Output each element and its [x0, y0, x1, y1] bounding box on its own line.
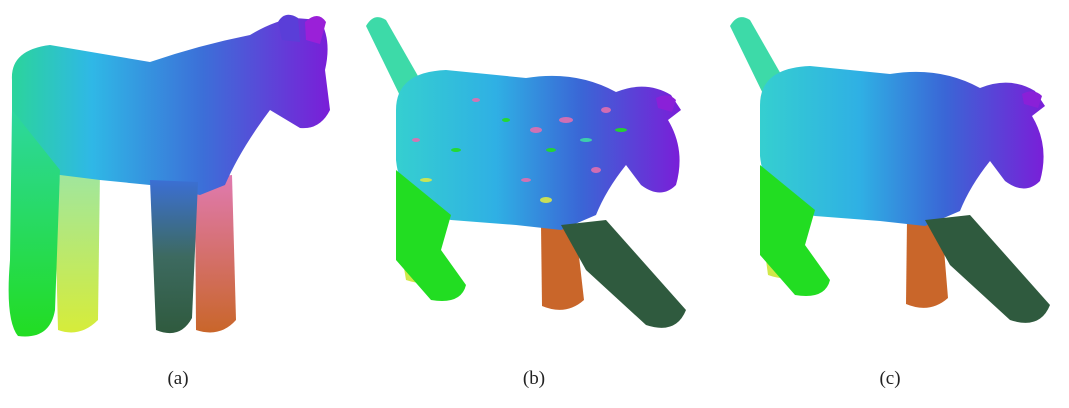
caption-b: (b): [522, 368, 546, 389]
leg-hind-front: [8, 110, 61, 337]
ear: [1022, 91, 1042, 108]
panel-b: (b): [356, 0, 712, 408]
leg-front-front: [561, 220, 686, 328]
ear: [278, 14, 300, 42]
horse-figure-c: [730, 17, 1050, 323]
ear: [305, 16, 326, 44]
texture-artifacts: [412, 98, 627, 203]
leg-hind-front: [396, 170, 466, 301]
leg-front-front: [150, 180, 198, 334]
horse-figure-a: [8, 14, 331, 337]
panel-a: (a): [0, 0, 356, 408]
caption-a: (a): [167, 368, 189, 389]
horse-body: [760, 66, 1045, 226]
ear: [656, 95, 676, 112]
leg-front-back: [195, 175, 236, 333]
leg-hind-front: [760, 165, 830, 296]
leg-front-front: [925, 215, 1050, 323]
panel-c: (c): [712, 0, 1068, 408]
horse-figure-b: [366, 17, 686, 328]
horse-body: [11, 18, 331, 195]
leg-hind-back: [56, 170, 100, 333]
caption-c: (c): [879, 368, 901, 389]
